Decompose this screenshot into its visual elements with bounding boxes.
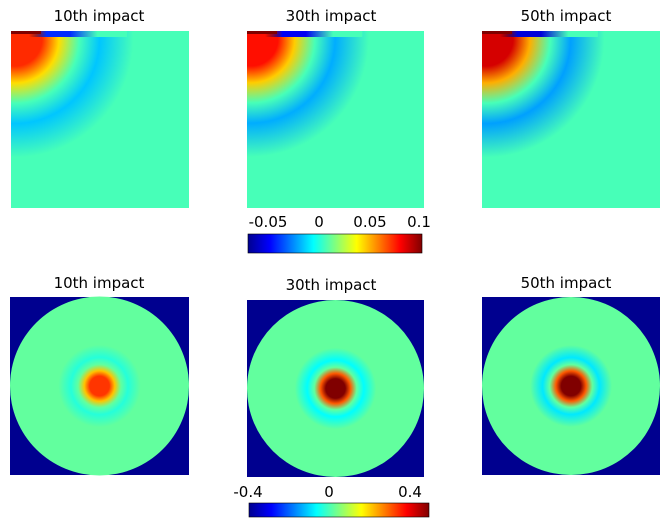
panel-title-top-2: 30th impact — [285, 7, 377, 25]
colorbar-bottom-tick: 0 — [324, 483, 334, 501]
peak-edge — [482, 31, 512, 34]
field-intensity — [482, 31, 660, 208]
heatmap-panel-bottom-2 — [247, 300, 424, 477]
colorbar-bottom-tick: -0.4 — [233, 483, 263, 501]
colorbar-top-tick: 0 — [314, 213, 324, 231]
colorbar-top — [247, 233, 423, 254]
heatmap-panel-bottom-3 — [482, 297, 660, 475]
disk-field — [10, 296, 189, 476]
panel-title-top-1: 10th impact — [53, 7, 145, 25]
heatmap-panel-top-3 — [482, 31, 660, 208]
colorbar-top-tick: 0.1 — [407, 213, 431, 231]
disk-field — [247, 300, 424, 477]
panel-title-top-3: 50th impact — [520, 7, 612, 25]
colorbar-bottom-tick: 0.4 — [398, 483, 422, 501]
colorbar-top-tick: 0.05 — [353, 213, 387, 231]
heatmap-panel-bottom-1 — [10, 296, 189, 476]
disk-field — [482, 297, 660, 475]
panel-title-bottom-1: 10th impact — [53, 274, 145, 292]
trough-strip — [29, 31, 127, 37]
peak-edge — [11, 31, 41, 34]
trough-strip — [265, 31, 363, 37]
colorbar-bottom — [248, 502, 430, 518]
field-intensity — [11, 31, 189, 208]
trough-strip — [500, 31, 598, 37]
field-intensity — [247, 31, 424, 208]
panel-title-bottom-2: 30th impact — [285, 276, 377, 294]
heatmap-panel-top-2 — [247, 31, 424, 208]
panel-title-bottom-3: 50th impact — [520, 274, 612, 292]
heatmap-panel-top-1 — [11, 31, 189, 208]
colorbar-top-tick: -0.05 — [248, 213, 288, 231]
peak-edge — [247, 31, 277, 34]
